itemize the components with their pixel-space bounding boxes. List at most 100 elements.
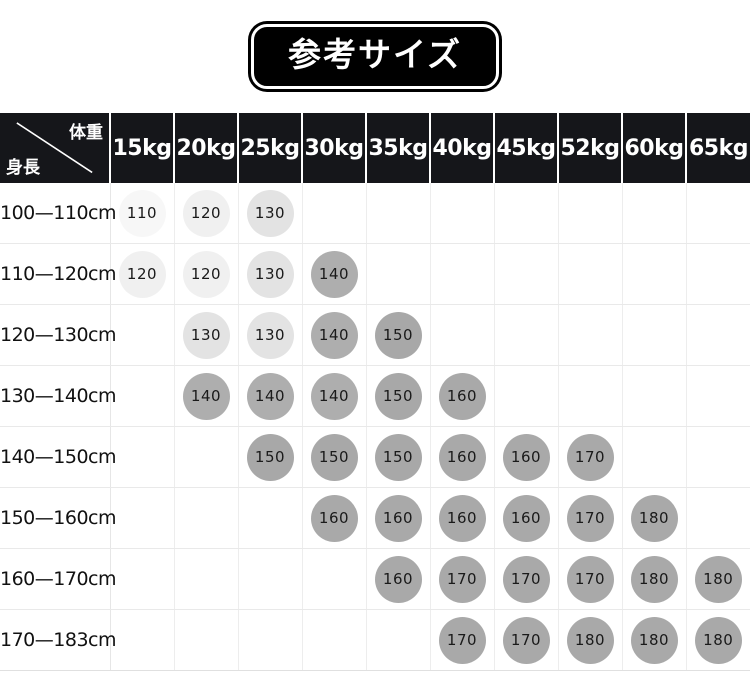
size-cell: 130 (238, 304, 303, 366)
size-cell (238, 548, 303, 610)
size-bubble: 150 (374, 372, 422, 420)
size-cell: 150 (366, 304, 431, 366)
size-cell (622, 365, 687, 427)
size-cell (558, 365, 623, 427)
height-row-label: 170—183cm (0, 609, 117, 671)
size-bubble: 140 (182, 372, 230, 420)
size-bubble: 180 (630, 494, 678, 542)
size-reference-table: 体重 身長 15kg 20kg 25kg 30kg 35kg 40kg 45kg… (0, 113, 750, 671)
weight-header-30kg: 30kg (302, 113, 367, 183)
table-row: 150—160cm 160 160 160 160 170 180 (0, 487, 750, 549)
size-bubble: 160 (310, 494, 358, 542)
axis-corner-cell: 体重 身長 (0, 113, 111, 183)
page-title: 参考サイズ (250, 24, 499, 89)
height-axis-label: 身長 (6, 158, 40, 177)
size-cell: 140 (302, 304, 367, 366)
size-bubble: 160 (374, 555, 422, 603)
size-cell (494, 243, 559, 305)
size-cell: 130 (238, 243, 303, 305)
weight-header-35kg: 35kg (366, 113, 431, 183)
size-cell: 160 (430, 426, 495, 488)
size-bubble: 150 (310, 433, 358, 481)
size-cell (174, 426, 239, 488)
height-row-label: 150—160cm (0, 487, 117, 549)
size-cell (110, 304, 175, 366)
height-row-label: 160—170cm (0, 548, 117, 610)
table-header: 体重 身長 15kg 20kg 25kg 30kg 35kg 40kg 45kg… (0, 113, 750, 183)
size-cell: 150 (366, 365, 431, 427)
size-cell (558, 243, 623, 305)
height-row-label: 130—140cm (0, 365, 117, 427)
table-row: 120—130cm 130 130 140 150 (0, 304, 750, 366)
title-area: 参考サイズ (0, 0, 750, 113)
size-cell: 170 (430, 548, 495, 610)
size-cell (686, 365, 750, 427)
size-cell: 180 (558, 609, 623, 671)
size-bubble: 180 (694, 555, 742, 603)
size-bubble: 150 (246, 433, 294, 481)
size-cell (302, 548, 367, 610)
size-bubble: 120 (182, 250, 230, 298)
size-cell (302, 183, 367, 244)
size-cell: 140 (174, 365, 239, 427)
weight-header-40kg: 40kg (430, 113, 495, 183)
table-row: 110—120cm 120 120 130 140 (0, 243, 750, 305)
size-cell: 160 (366, 548, 431, 610)
size-bubble: 180 (694, 616, 742, 664)
height-row-label: 120—130cm (0, 304, 117, 366)
table-row: 100—110cm 110 120 130 (0, 183, 750, 244)
size-cell (238, 487, 303, 549)
size-bubble: 160 (438, 494, 486, 542)
size-cell (366, 183, 431, 244)
size-bubble: 180 (630, 555, 678, 603)
size-cell (622, 183, 687, 244)
diagonal-divider-icon (16, 122, 93, 174)
size-cell: 160 (430, 487, 495, 549)
size-cell: 150 (366, 426, 431, 488)
size-cell (110, 426, 175, 488)
size-cell: 170 (494, 609, 559, 671)
size-cell (110, 365, 175, 427)
size-cell (686, 426, 750, 488)
size-cell: 160 (494, 487, 559, 549)
size-bubble: 170 (566, 433, 614, 481)
weight-header-60kg: 60kg (622, 113, 687, 183)
size-cell: 160 (302, 487, 367, 549)
size-cell (622, 426, 687, 488)
size-cell: 130 (174, 304, 239, 366)
size-cell: 160 (494, 426, 559, 488)
weight-header-20kg: 20kg (174, 113, 239, 183)
size-cell: 170 (494, 548, 559, 610)
size-bubble: 110 (118, 189, 166, 237)
size-bubble: 170 (566, 555, 614, 603)
size-cell (686, 304, 750, 366)
size-cell (430, 304, 495, 366)
size-cell (366, 609, 431, 671)
weight-axis-label: 体重 (69, 123, 103, 142)
size-cell: 110 (110, 183, 175, 244)
size-cell: 180 (622, 487, 687, 549)
size-cell (558, 304, 623, 366)
size-bubble: 180 (630, 616, 678, 664)
table-body: 100—110cm 110 120 130 110—120cm 120 120 130 140 1… (0, 183, 750, 671)
height-row-label: 110—120cm (0, 243, 117, 305)
size-bubble: 170 (502, 616, 550, 664)
size-cell: 130 (238, 183, 303, 244)
size-cell (430, 243, 495, 305)
size-cell (622, 243, 687, 305)
size-bubble: 130 (246, 189, 294, 237)
size-cell (110, 487, 175, 549)
size-bubble: 130 (246, 250, 294, 298)
size-cell (110, 548, 175, 610)
size-cell (302, 609, 367, 671)
size-bubble: 160 (502, 433, 550, 481)
size-cell (686, 487, 750, 549)
size-bubble: 140 (310, 372, 358, 420)
size-cell (494, 304, 559, 366)
size-cell: 170 (558, 548, 623, 610)
size-bubble: 120 (118, 250, 166, 298)
size-bubble: 160 (438, 372, 486, 420)
size-bubble: 120 (182, 189, 230, 237)
weight-header-65kg: 65kg (686, 113, 750, 183)
size-cell: 180 (686, 609, 750, 671)
